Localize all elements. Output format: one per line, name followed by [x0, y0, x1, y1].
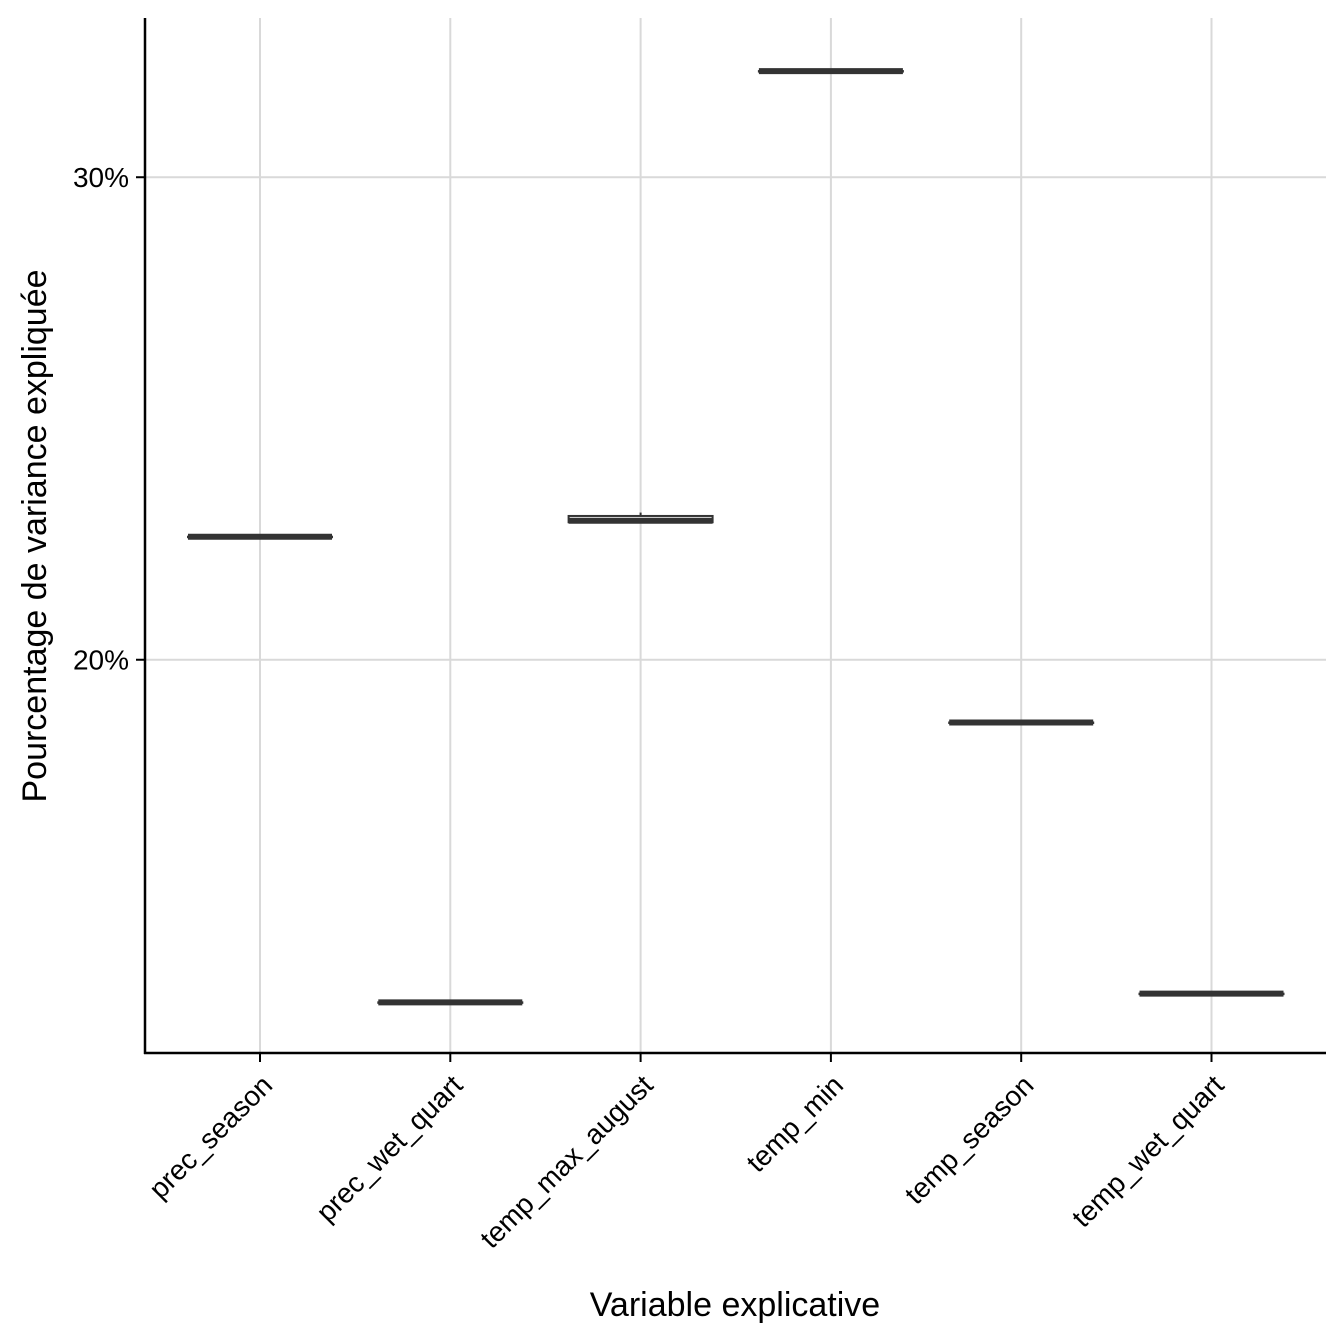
y-tick-label: 30% — [73, 162, 129, 193]
x-axis-title: Variable explicative — [590, 1286, 880, 1324]
y-axis-title: Pourcentage de variance expliquée — [16, 269, 54, 802]
x-tick-label: temp_max_august — [474, 1069, 659, 1254]
y-tick-label: 20% — [73, 645, 129, 676]
x-tick-label: temp_season — [899, 1069, 1040, 1210]
x-tick-label: temp_min — [740, 1069, 849, 1178]
x-tick-label: temp_wet_quart — [1066, 1069, 1230, 1233]
box-layer — [187, 68, 1285, 1006]
x-tick-label: prec_season — [143, 1069, 278, 1204]
grid-layer — [145, 18, 1326, 1053]
x-tick-label: prec_wet_quart — [310, 1069, 469, 1228]
